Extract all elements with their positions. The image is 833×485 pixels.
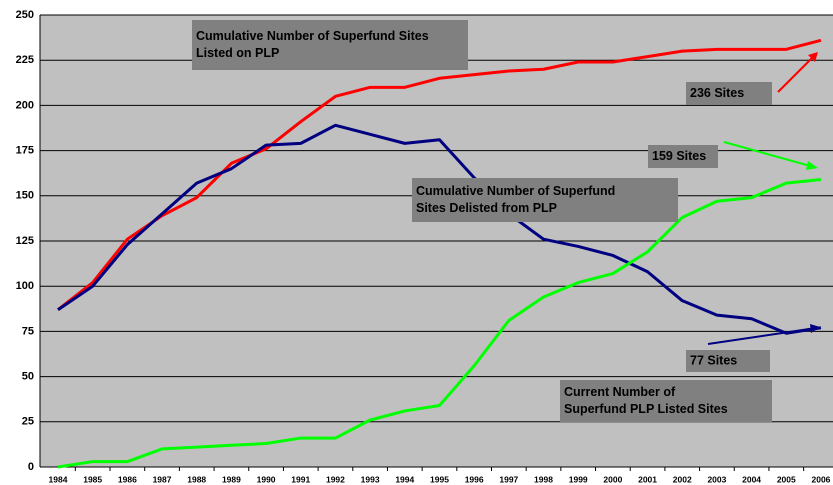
x-tick-label: 2006 <box>811 474 830 484</box>
y-tick-label: 225 <box>16 54 34 66</box>
annotation-text: 236 Sites <box>690 86 744 100</box>
annotation-box <box>192 20 468 70</box>
x-tick-label: 2005 <box>777 474 796 484</box>
annotation-text: Sites Delisted from PLP <box>416 201 557 215</box>
x-tick-label: 1997 <box>499 474 518 484</box>
arrow-head <box>806 161 818 170</box>
x-tick-label: 1984 <box>49 474 68 484</box>
annotation-text: Cumulative Number of Superfund <box>416 184 615 198</box>
annotation-text: Listed on PLP <box>196 46 279 60</box>
y-tick-label: 75 <box>22 325 34 337</box>
x-tick-label: 1991 <box>291 474 310 484</box>
x-tick-label: 1986 <box>118 474 137 484</box>
annotation-box <box>560 380 772 422</box>
x-tick-label: 1999 <box>569 474 588 484</box>
x-tick-label: 2003 <box>707 474 726 484</box>
annotation-text: 159 Sites <box>652 149 706 163</box>
y-tick-label: 0 <box>28 461 34 473</box>
annotation-text: Cumulative Number of Superfund Sites <box>196 29 429 43</box>
series-line <box>57 123 822 335</box>
x-tick-label: 1988 <box>187 474 206 484</box>
annotation-box <box>412 178 678 222</box>
arrow <box>707 327 817 345</box>
series-line <box>57 38 822 311</box>
x-tick-label: 1993 <box>361 474 380 484</box>
x-tick-label: 1990 <box>257 474 276 484</box>
y-tick-label: 200 <box>16 99 34 111</box>
x-tick-label: 1992 <box>326 474 345 484</box>
y-tick-label: 50 <box>22 371 34 383</box>
series-line <box>57 178 822 469</box>
annotation-box <box>686 350 770 372</box>
x-tick-label: 2002 <box>673 474 692 484</box>
arrow <box>723 141 815 168</box>
y-tick-label: 150 <box>16 190 34 202</box>
x-tick-label: 1994 <box>395 474 414 484</box>
x-tick-label: 1987 <box>153 474 172 484</box>
arrow-head <box>810 324 820 333</box>
annotation-text: Current Number of <box>564 385 676 399</box>
x-tick-label: 1989 <box>222 474 241 484</box>
y-tick-label: 100 <box>16 280 34 292</box>
annotation-text: 77 Sites <box>690 353 737 367</box>
arrow-head <box>808 52 818 62</box>
y-tick-label: 250 <box>16 9 34 21</box>
arrows <box>707 52 820 345</box>
x-tick-label: 1998 <box>534 474 553 484</box>
annotation-box <box>648 145 718 168</box>
lines <box>57 38 822 469</box>
x-tick-label: 2004 <box>742 474 761 484</box>
y-tick-label: 125 <box>16 235 34 247</box>
y-tick-label: 175 <box>16 145 34 157</box>
x-tick-label: 2000 <box>603 474 622 484</box>
x-tick-label: 1985 <box>83 474 102 484</box>
y-tick-label: 25 <box>22 416 34 428</box>
x-tick-label: 2001 <box>638 474 657 484</box>
x-tick-label: 1996 <box>465 474 484 484</box>
arrow <box>777 53 817 93</box>
annotation-box <box>686 82 772 105</box>
x-tick-label: 1995 <box>430 474 449 484</box>
annotations: Cumulative Number of Superfund Sites List… <box>192 20 772 422</box>
annotation-text: Superfund PLP Listed Sites <box>564 402 728 416</box>
